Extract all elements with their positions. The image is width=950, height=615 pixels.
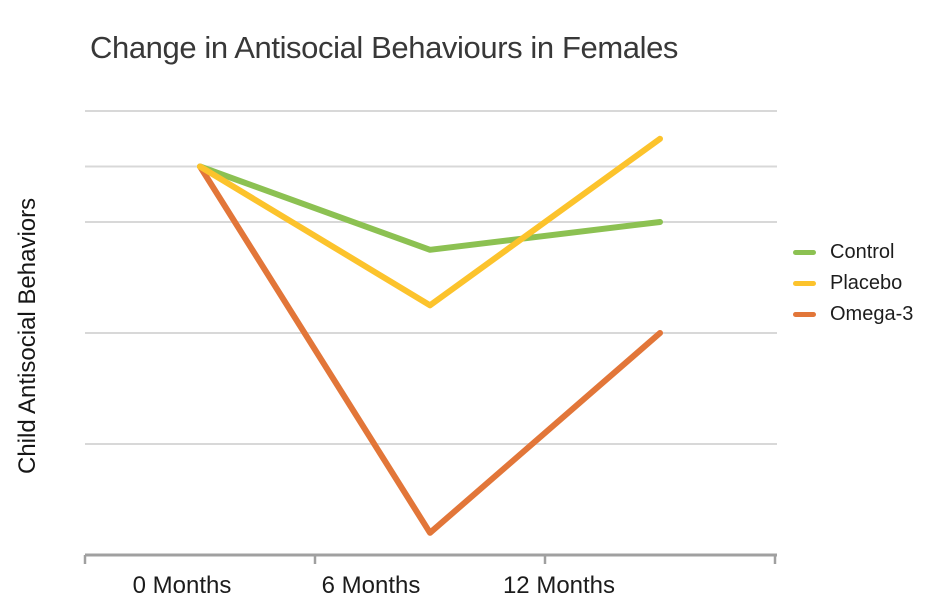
legend-swatch-placebo-icon bbox=[793, 281, 816, 286]
x-tick-label-6-months: 6 Months bbox=[321, 572, 421, 599]
x-tick-label-0-months: 0 Months bbox=[132, 572, 232, 599]
series-line-placebo bbox=[197, 135, 663, 309]
legend-item-control: Control bbox=[793, 241, 913, 263]
legend-label-control: Control bbox=[830, 241, 895, 263]
x-tick-label-12-months: 12 Months bbox=[502, 572, 616, 599]
legend: Control Placebo Omega-3 bbox=[793, 241, 914, 325]
series-line-omega3 bbox=[197, 163, 663, 536]
legend-swatch-omega3-icon bbox=[793, 312, 816, 317]
series-line-control bbox=[197, 163, 663, 253]
legend-label-omega3: Omega-3 bbox=[830, 303, 914, 325]
page-title: Change in Antisocial Behaviours in Femal… bbox=[90, 30, 679, 65]
legend-item-omega3: Omega-3 bbox=[793, 303, 914, 325]
legend-item-placebo: Placebo bbox=[793, 272, 913, 294]
legend-swatch-control-icon bbox=[793, 250, 816, 255]
legend-label-placebo: Placebo bbox=[830, 272, 903, 294]
